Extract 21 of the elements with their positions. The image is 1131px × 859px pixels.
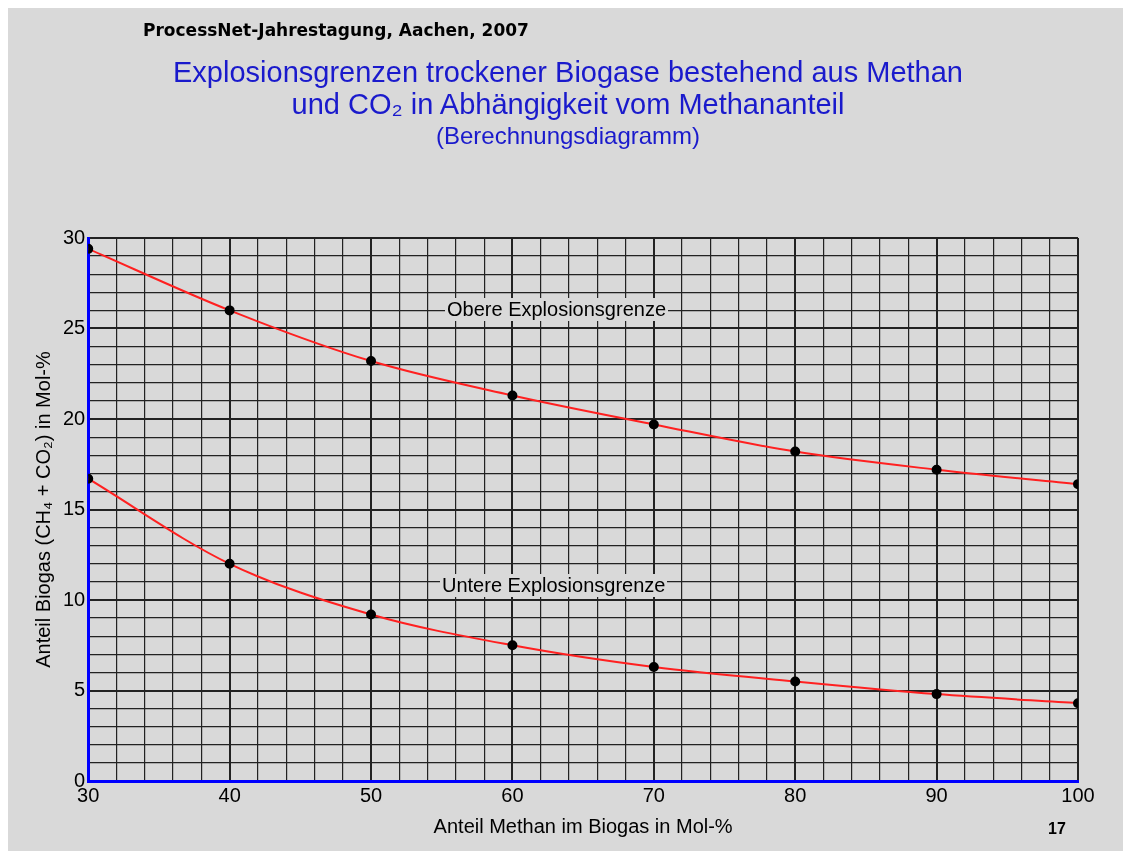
y-tick-label: 5: [74, 678, 86, 701]
x-tick-label: 60: [501, 783, 524, 806]
y-tick-label: 25: [63, 316, 86, 339]
chart-title: Explosionsgrenzen trockener Biogase bestehend aus Methan und CO₂ in Abhängigkeit vom Methananteil: [172, 56, 964, 120]
x-tick-label: 100: [1061, 783, 1095, 806]
x-tick-label: 50: [359, 783, 383, 806]
x-axis-title: Anteil Methan im Biogas in Mol-%: [433, 814, 733, 837]
x-tick-label: 40: [218, 783, 241, 806]
annotation: Obere Explosionsgrenze: [445, 298, 669, 321]
x-tick-label: 70: [642, 783, 665, 806]
x-tick-label: 80: [784, 783, 807, 806]
y-tick-label: 20: [63, 406, 86, 429]
text: ProcessNet-Jahrestagung, Aachen, 2007: [143, 20, 529, 40]
chart-subtitle: (Berechnungsdiagramm): [434, 122, 702, 150]
y-tick-label: 30: [63, 225, 86, 248]
y-axis-title: Anteil Biogas (CH₄ + CO₂) in Mol-%: [31, 351, 54, 668]
y-tick-label: 10: [63, 587, 86, 610]
y-tick-label: 15: [63, 497, 86, 520]
text: 17: [1048, 820, 1066, 838]
annotation: Untere Explosionsgrenze: [440, 574, 668, 597]
x-tick-label: 90: [925, 783, 948, 806]
